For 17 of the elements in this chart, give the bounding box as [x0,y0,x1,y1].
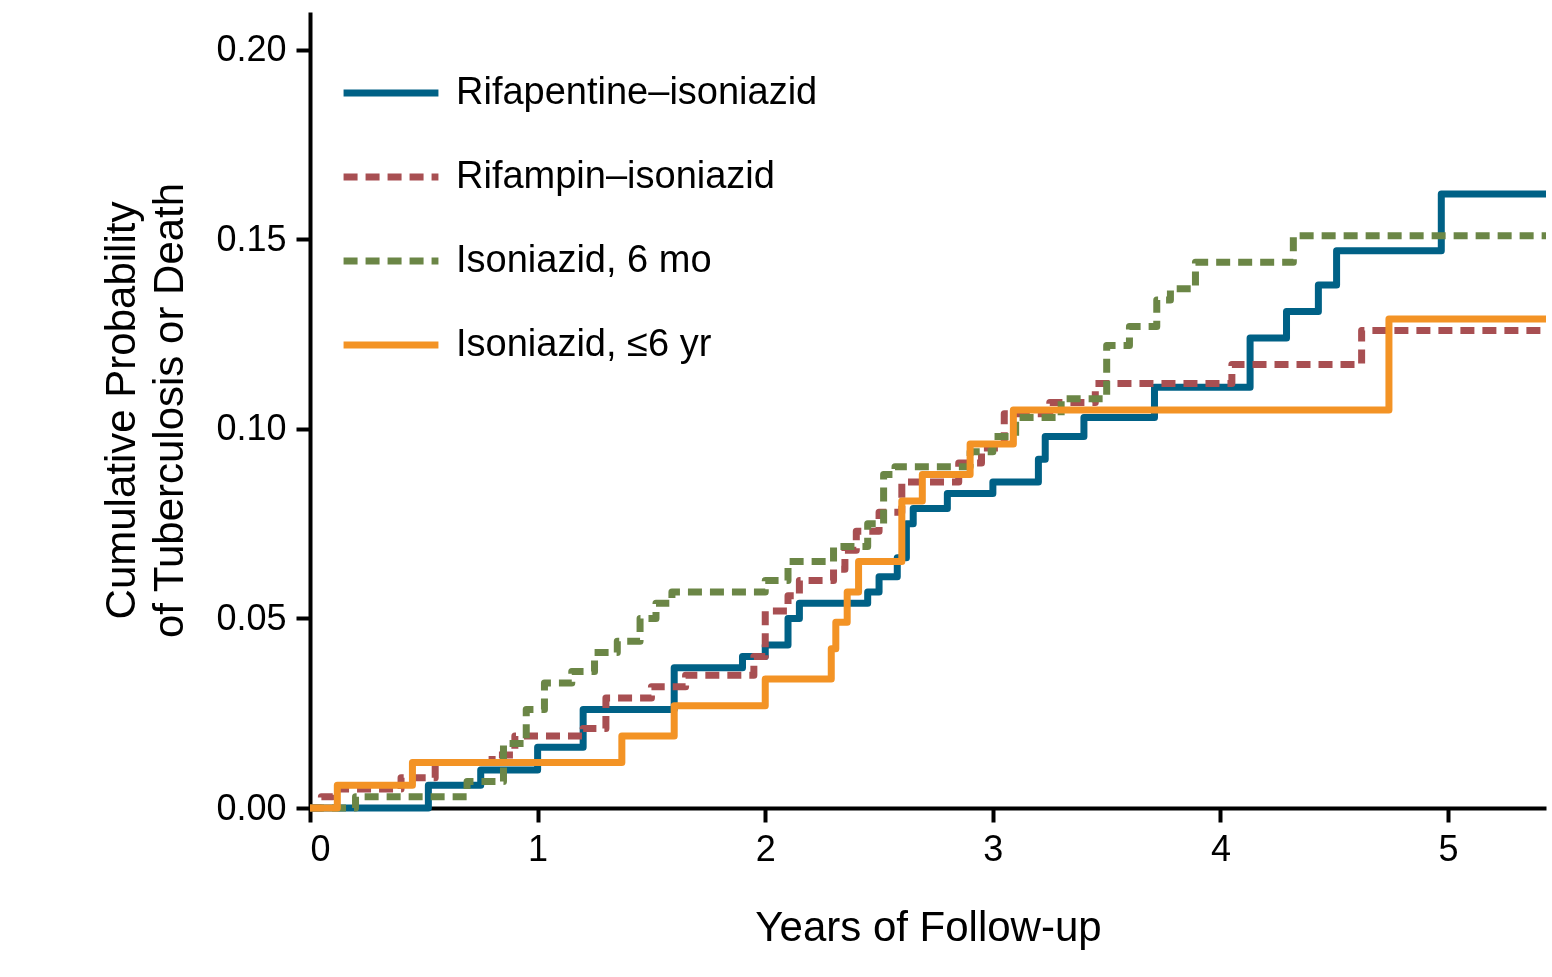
legend-label: Isoniazid, 6 mo [456,238,712,280]
legend-label: Rifampin–isoniazid [456,154,775,196]
x-tick-label: 4 [1210,827,1232,869]
y-tick-label: 0.20 [216,28,287,70]
y-tick-label: 0.10 [216,407,287,449]
x-tick-label: 0 [310,827,331,869]
x-tick-label: 2 [755,827,776,869]
x-tick-label: 1 [528,827,549,869]
y-tick-label: 0.15 [216,217,287,259]
x-axis-title: Years of Follow-up [755,902,1102,950]
y-tick-label: 0.00 [216,786,287,828]
x-tick-label: 5 [1438,827,1459,869]
y-tick-label: 0.05 [216,596,287,638]
legend-label: Isoniazid, ≤6 yr [456,322,712,364]
legend-label: Rifapentine–isoniazid [456,70,818,112]
x-tick-label: 3 [983,827,1004,869]
y-axis-title: Cumulative Probability of Tuberculosis or Death [97,182,193,639]
